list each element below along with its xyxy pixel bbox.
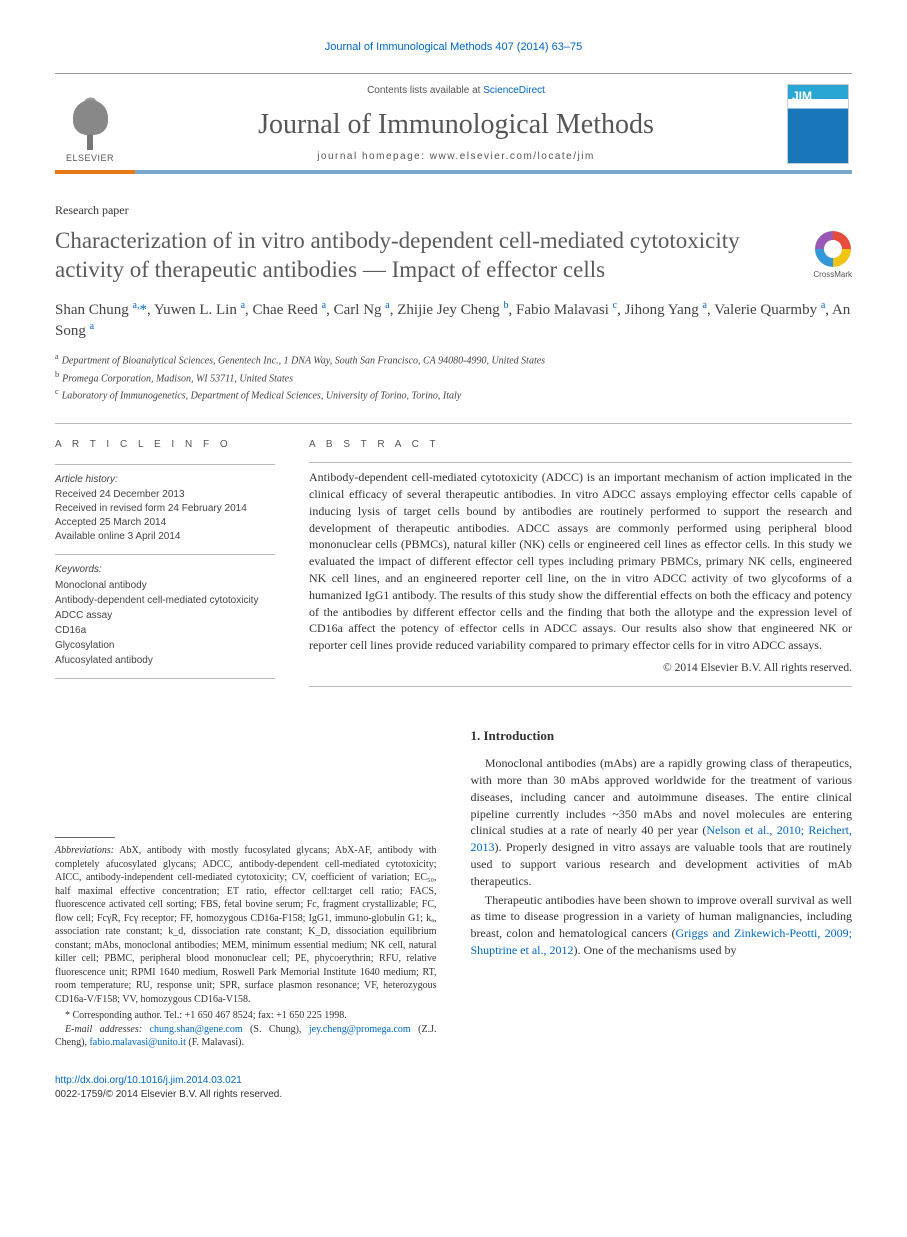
history-line: Received in revised form 24 February 201… (55, 502, 275, 516)
issn-copyright-line: 0022-1759/© 2014 Elsevier B.V. All right… (55, 1088, 852, 1102)
keyword: Afucosylated antibody (55, 653, 275, 668)
email-label: E-mail addresses: (65, 1024, 142, 1035)
article-info-block: A R T I C L E I N F O Article history: R… (55, 438, 275, 693)
divider (55, 678, 275, 679)
history-line: Received 24 December 2013 (55, 488, 275, 502)
abstract-text: Antibody-dependent cell-mediated cytotox… (309, 469, 852, 654)
article-history-label: Article history: (55, 473, 275, 487)
paper-type: Research paper (55, 202, 852, 219)
abstract-block: A B S T R A C T Antibody-dependent cell-… (309, 438, 852, 693)
crossmark-icon (815, 231, 851, 267)
affil-text: Laboratory of Immunogenetics, Department… (62, 390, 462, 401)
keywords-label: Keywords: (55, 563, 275, 577)
article-info-heading: A R T I C L E I N F O (55, 438, 275, 452)
keyword: Monoclonal antibody (55, 578, 275, 593)
keyword: ADCC assay (55, 608, 275, 623)
affil-text: Promega Corporation, Madison, WI 53711, … (62, 373, 293, 384)
journal-cover-thumb[interactable] (777, 74, 852, 174)
authors-list: Shan Chung a,*, Yuwen L. Lin a, Chae Ree… (55, 299, 852, 342)
journal-homepage[interactable]: journal homepage: www.elsevier.com/locat… (135, 150, 777, 164)
crossmark-label: CrossMark (813, 269, 852, 280)
sciencedirect-link[interactable]: ScienceDirect (483, 85, 545, 96)
abstract-copyright: © 2014 Elsevier B.V. All rights reserved… (309, 660, 852, 676)
keyword: Antibody-dependent cell-mediated cytotox… (55, 593, 275, 608)
cover-icon (787, 84, 849, 164)
abbreviations-label: Abbreviations: (55, 845, 114, 856)
elsevier-label: ELSEVIER (66, 152, 114, 165)
affiliation: aDepartment of Bioanalytical Sciences, G… (55, 351, 852, 368)
masthead: ELSEVIER Contents lists available at Sci… (55, 73, 852, 174)
intro-heading: 1. Introduction (471, 727, 853, 745)
history-line: Accepted 25 March 2014 (55, 516, 275, 530)
elsevier-tree-icon (63, 95, 118, 150)
affiliation: bPromega Corporation, Madison, WI 53711,… (55, 369, 852, 386)
affil-sup: b (55, 370, 59, 379)
history-line: Available online 3 April 2014 (55, 530, 275, 544)
divider (55, 554, 275, 555)
abbreviations-footnote: Abbreviations: AbX, antibody with mostly… (55, 844, 437, 1006)
intro-para-1: Monoclonal antibodies (mAbs) are a rapid… (471, 755, 853, 889)
divider (309, 686, 852, 687)
journal-reference[interactable]: Journal of Immunological Methods 407 (20… (55, 40, 852, 55)
paper-title: Characterization of in vitro antibody-de… (55, 227, 793, 285)
left-column: Abbreviations: AbX, antibody with mostly… (55, 727, 437, 1050)
contents-prefix: Contents lists available at (367, 85, 483, 96)
affil-sup: a (55, 352, 59, 361)
abstract-heading: A B S T R A C T (309, 438, 852, 452)
journal-title: Journal of Immunological Methods (135, 105, 777, 144)
crossmark-badge[interactable]: CrossMark (813, 231, 852, 280)
affil-sup: c (55, 387, 59, 396)
right-column: 1. Introduction Monoclonal antibodies (m… (471, 727, 853, 1050)
email-addresses: E-mail addresses: chung.shan@gene.com (S… (55, 1023, 437, 1050)
affiliations: aDepartment of Bioanalytical Sciences, G… (55, 351, 852, 403)
masthead-center: Contents lists available at ScienceDirec… (135, 74, 777, 174)
keyword: Glycosylation (55, 638, 275, 653)
keyword: CD16a (55, 623, 275, 638)
affiliation: cLaboratory of Immunogenetics, Departmen… (55, 386, 852, 403)
corresponding-note: * Corresponding author. Tel.: +1 650 467… (55, 1009, 437, 1023)
intro-para-2: Therapeutic antibodies have been shown t… (471, 892, 853, 959)
elsevier-logo[interactable]: ELSEVIER (55, 74, 135, 174)
divider (55, 464, 275, 465)
divider (309, 462, 852, 463)
doi-link[interactable]: http://dx.doi.org/10.1016/j.jim.2014.03.… (55, 1075, 242, 1086)
contents-available-line: Contents lists available at ScienceDirec… (135, 84, 777, 98)
footnote-rule (55, 837, 115, 838)
divider (55, 423, 852, 424)
affil-text: Department of Bioanalytical Sciences, Ge… (62, 356, 545, 367)
doi-line: http://dx.doi.org/10.1016/j.jim.2014.03.… (55, 1074, 852, 1088)
keywords-list: Monoclonal antibody Antibody-dependent c… (55, 578, 275, 668)
abbreviations-text: AbX, antibody with mostly fucosylated gl… (55, 845, 437, 1005)
